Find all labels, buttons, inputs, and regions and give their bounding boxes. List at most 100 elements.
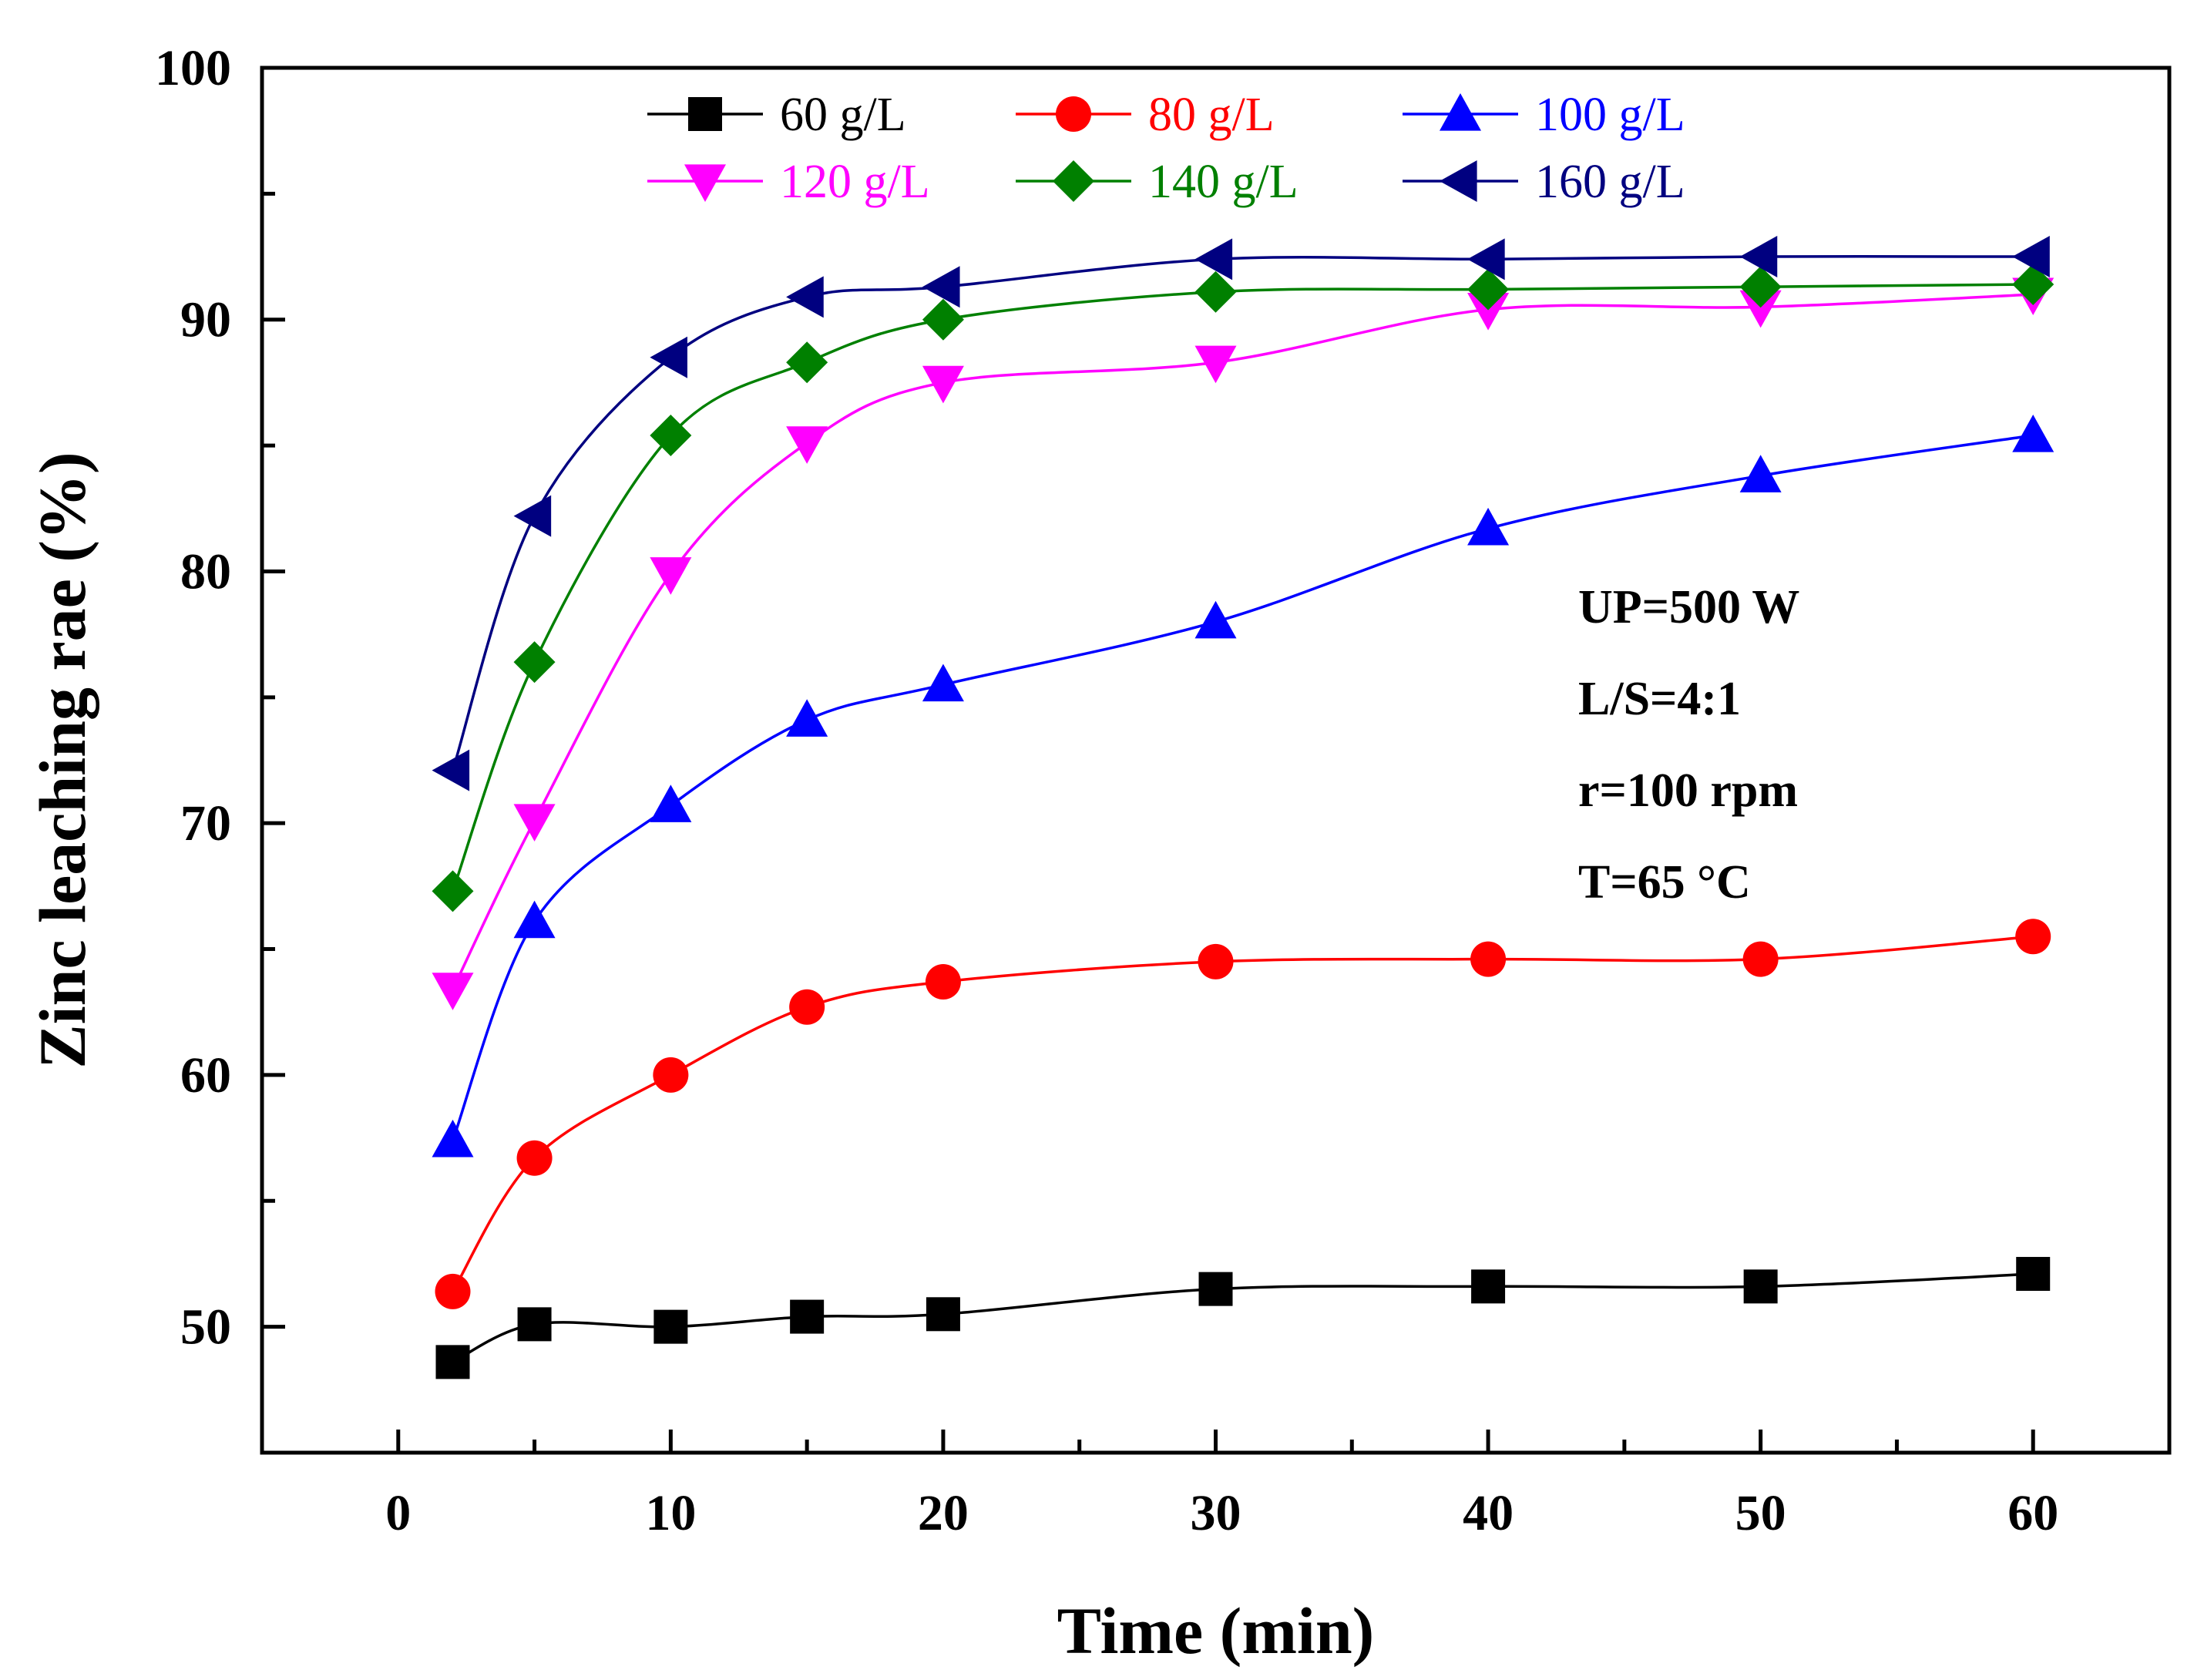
data-point <box>789 989 825 1025</box>
series-160-g-l <box>432 236 2050 791</box>
annotation-text: r=100 rpm <box>1578 764 1798 817</box>
data-point <box>2012 236 2050 278</box>
data-point <box>1198 1272 1233 1306</box>
x-tick-label: 50 <box>1735 1485 1786 1541</box>
legend-item: 80 g/L <box>1016 89 1275 141</box>
series-line <box>452 935 2034 1292</box>
legend-item: 160 g/L <box>1403 156 1685 208</box>
data-point <box>2012 415 2054 452</box>
data-point <box>432 749 470 791</box>
x-tick-label: 0 <box>385 1485 411 1541</box>
y-tick-label: 90 <box>180 292 231 348</box>
legend-label: 160 g/L <box>1535 156 1685 208</box>
data-point <box>1467 293 1510 331</box>
series-layer <box>432 236 2054 1379</box>
data-point <box>435 1273 471 1309</box>
legend-item: 60 g/L <box>647 89 906 141</box>
series-line <box>451 293 2034 990</box>
y-tick-label: 100 <box>155 40 231 96</box>
series-line <box>452 1272 2034 1363</box>
series-120-g-l <box>432 277 2054 1010</box>
data-point <box>922 266 960 308</box>
data-point <box>2016 1257 2051 1292</box>
data-point <box>650 785 692 822</box>
legend-marker <box>1056 96 1091 132</box>
legend-marker <box>1440 93 1481 131</box>
data-point <box>922 298 964 341</box>
legend-marker <box>1053 160 1094 202</box>
legend-item: 120 g/L <box>647 156 930 208</box>
data-point <box>653 1057 689 1093</box>
data-point <box>432 1119 474 1158</box>
data-point <box>1198 943 1234 979</box>
y-tick-label: 60 <box>180 1047 231 1104</box>
data-point <box>1470 941 1507 977</box>
data-point <box>1739 266 1782 308</box>
data-point <box>1467 238 1505 281</box>
data-point <box>790 1299 825 1334</box>
y-tick-label: 80 <box>180 543 231 600</box>
data-point <box>1739 290 1782 328</box>
legend-label: 140 g/L <box>1148 156 1299 208</box>
series-line <box>451 283 2034 892</box>
data-point <box>1471 1269 1506 1304</box>
data-point <box>432 870 474 912</box>
data-point <box>1739 236 1778 278</box>
data-point <box>1194 600 1237 639</box>
data-point <box>650 336 687 378</box>
axis-ticks <box>260 66 2172 1455</box>
data-point <box>1194 270 1237 313</box>
data-point <box>1194 345 1237 384</box>
data-point <box>925 964 961 1000</box>
data-point <box>1742 941 1779 977</box>
legend-label: 60 g/L <box>780 89 906 141</box>
x-tick-label: 60 <box>2007 1485 2058 1541</box>
data-point <box>1467 268 1510 311</box>
annotation-text: L/S=4:1 <box>1578 673 1741 725</box>
data-point <box>786 426 828 464</box>
data-point <box>513 495 552 537</box>
legend: 60 g/L 80 g/L 100 g/L 120 g/L 140 g/L 160 g/L <box>647 89 1685 208</box>
x-tick-label: 20 <box>918 1485 969 1541</box>
series-60-g-l <box>435 1257 2051 1379</box>
series-140-g-l <box>432 263 2054 912</box>
tick-labels: 0 10 20 30 40 50 60 50 60 70 80 90 100 <box>155 40 2058 1541</box>
data-point <box>1739 455 1782 492</box>
data-point <box>786 699 828 737</box>
x-axis-label: Time (min) <box>1057 1594 1375 1668</box>
data-point <box>517 1307 552 1342</box>
data-point <box>786 276 824 318</box>
x-tick-label: 40 <box>1463 1485 1514 1541</box>
data-point <box>653 1309 688 1344</box>
data-point <box>432 973 474 1010</box>
legend-label: 100 g/L <box>1535 89 1685 141</box>
legend-label: 120 g/L <box>780 156 930 208</box>
x-tick-label: 10 <box>645 1485 696 1541</box>
series-line <box>451 434 2034 1141</box>
data-point <box>435 1345 470 1379</box>
data-point <box>650 415 692 457</box>
data-point <box>513 900 556 939</box>
data-point <box>1743 1269 1778 1304</box>
x-tick-label: 30 <box>1191 1485 1241 1541</box>
data-point <box>1467 507 1510 546</box>
annotations: UP=500 W L/S=4:1 r=100 rpm T=65 °C <box>1578 581 1799 909</box>
annotation-text: T=65 °C <box>1578 856 1751 909</box>
data-point <box>650 557 692 595</box>
series-80-g-l <box>435 919 2051 1309</box>
data-point <box>786 341 828 384</box>
legend-marker <box>1440 160 1477 202</box>
data-point <box>513 641 556 684</box>
data-point <box>513 804 556 842</box>
data-point <box>922 664 964 702</box>
legend-label: 80 g/L <box>1148 89 1275 141</box>
series-line <box>451 255 2034 771</box>
legend-item: 140 g/L <box>1016 156 1299 208</box>
series-100-g-l <box>432 415 2054 1158</box>
data-point <box>926 1297 960 1332</box>
data-point <box>922 365 964 404</box>
legend-marker <box>688 97 722 131</box>
y-tick-label: 70 <box>180 795 231 852</box>
legend-item: 100 g/L <box>1403 89 1685 141</box>
